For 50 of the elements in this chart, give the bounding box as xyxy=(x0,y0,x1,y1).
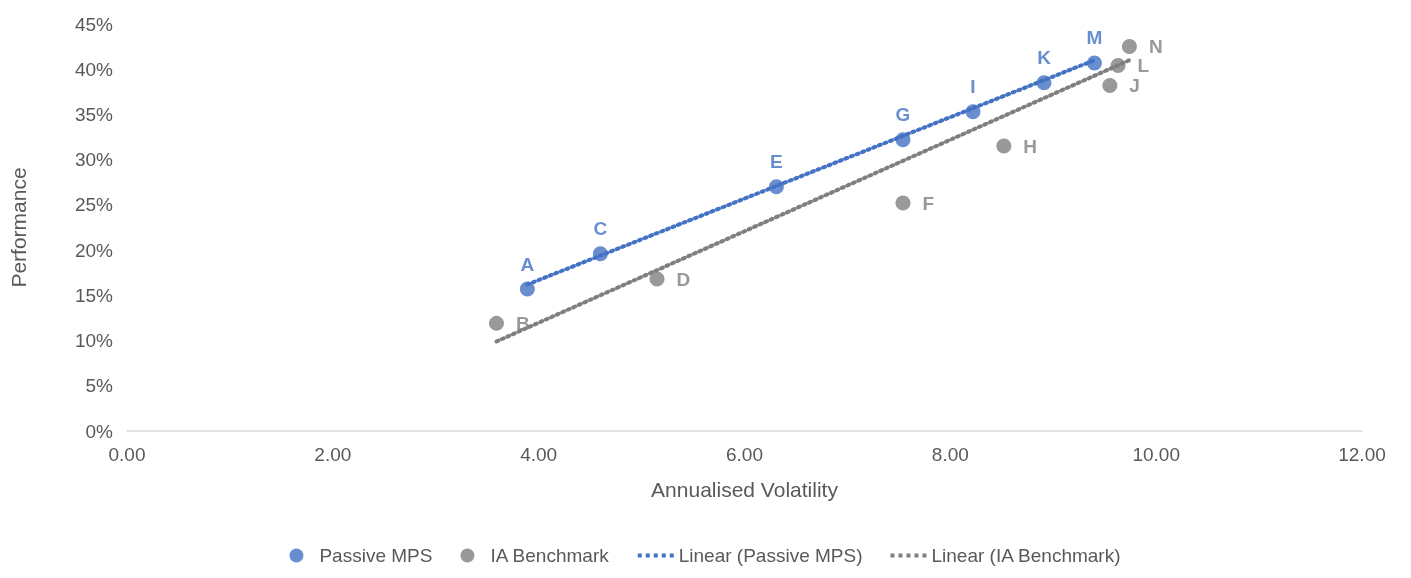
x-tick-label: 6.00 xyxy=(726,444,763,465)
y-tick-label: 10% xyxy=(74,330,114,352)
annotation: N xyxy=(1148,36,1163,58)
annotation: J xyxy=(1129,75,1140,96)
point xyxy=(965,104,981,120)
annotation: C xyxy=(593,218,608,240)
legend-label: Linear (IA Benchmark) xyxy=(931,545,1121,566)
point xyxy=(1121,39,1137,55)
point xyxy=(649,271,665,287)
y-tick-label: 20% xyxy=(74,239,114,261)
y-tick-label: 0% xyxy=(85,420,114,442)
x-tick-label: 2.00 xyxy=(314,444,352,465)
x-tick-label: 8.00 xyxy=(931,444,969,465)
y-tick-label: 25% xyxy=(74,194,114,216)
annotation: A xyxy=(520,253,535,275)
x-tick-label: 0.00 xyxy=(108,444,146,465)
y-tick-label: 40% xyxy=(74,58,114,80)
legend-label: Linear (Passive MPS) xyxy=(678,545,863,566)
y-axis-title: Performance xyxy=(7,167,30,288)
point xyxy=(895,132,911,148)
x-tick-label: 10.00 xyxy=(1132,444,1180,465)
y-tick-label: 35% xyxy=(74,103,114,125)
y-tick-label: 30% xyxy=(74,149,114,171)
point xyxy=(768,179,784,195)
annotation: H xyxy=(1023,135,1038,157)
annotation: I xyxy=(970,76,976,98)
annotation: M xyxy=(1086,27,1103,49)
point xyxy=(1110,58,1126,74)
point xyxy=(519,281,535,297)
x-axis-title: Annualised Volatility xyxy=(651,478,839,501)
point xyxy=(1036,75,1052,91)
legend-label: Passive MPS xyxy=(319,545,433,566)
x-tick-label: 12.00 xyxy=(1338,444,1386,465)
point xyxy=(488,315,504,331)
annotation: G xyxy=(895,104,911,126)
point xyxy=(1086,55,1102,71)
x-tick-label: 4.00 xyxy=(520,444,558,465)
y-tick-label: 5% xyxy=(85,375,114,397)
point xyxy=(592,246,608,262)
annotation: D xyxy=(676,268,691,290)
annotation: E xyxy=(770,151,783,173)
point xyxy=(895,195,911,211)
y-tick-label: 45% xyxy=(74,13,114,35)
annotation: K xyxy=(1037,47,1052,69)
annotation: F xyxy=(922,192,935,214)
legend-label: IA Benchmark xyxy=(490,545,610,566)
point xyxy=(1102,78,1118,93)
annotation: L xyxy=(1137,55,1150,77)
y-tick-label: 15% xyxy=(74,284,114,306)
point xyxy=(996,138,1012,154)
